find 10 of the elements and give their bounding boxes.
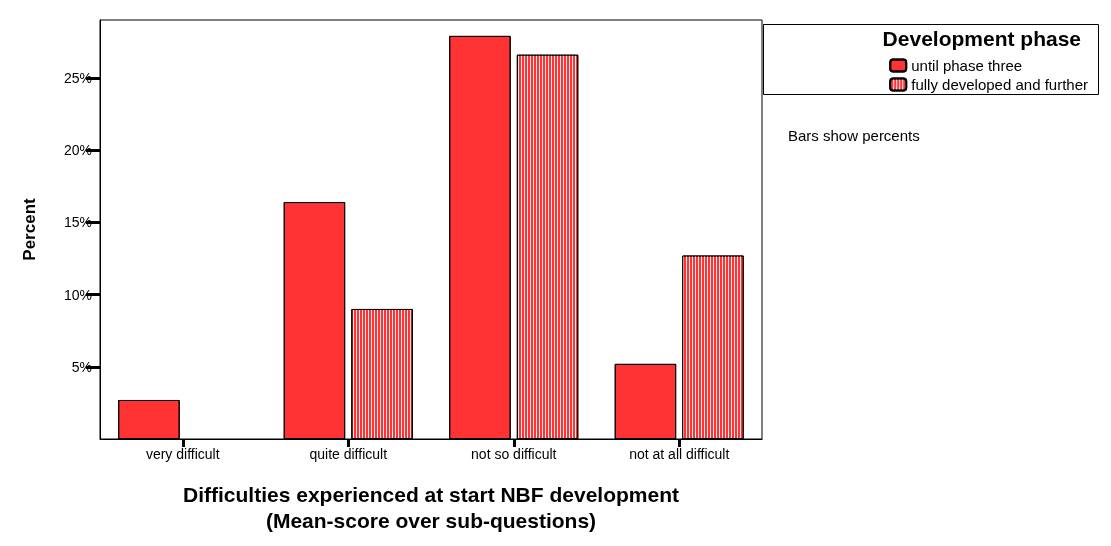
x-tick-label: very difficult: [145, 446, 220, 462]
legend-label: fully developed and further: [911, 76, 1089, 93]
x-tick-label: not so difficult: [471, 446, 557, 462]
text: Bars show percents: [788, 127, 920, 144]
legend-title: Development phase: [882, 27, 1082, 50]
x-tick-label: not at all difficult: [629, 446, 730, 462]
y-axis-title: Percent: [20, 197, 39, 261]
legend-label: until phase three: [911, 57, 1023, 74]
x-axis-title: Difficulties experienced at start NBF development (Mean-score over sub-questions): [183, 482, 679, 532]
x-tick-label: quite difficult: [309, 446, 388, 462]
